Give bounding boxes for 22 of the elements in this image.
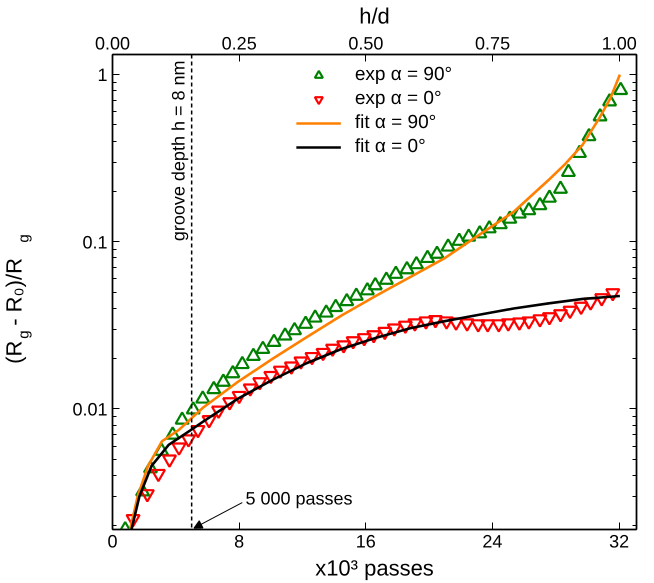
legend-label: exp α = 90° xyxy=(354,64,452,86)
x2-tick-label: 0.75 xyxy=(475,34,510,54)
x2-tick-label: 0.00 xyxy=(94,34,130,54)
y-tick-label: 0.1 xyxy=(82,232,108,252)
annotation: groove depth h = 8 nm xyxy=(168,60,189,242)
y-tick-label: 1 xyxy=(97,65,108,86)
x-tick-label: 24 xyxy=(482,532,502,552)
x-tick-label: 16 xyxy=(356,532,376,552)
y-axis-title: (Rg - R₀)/Rg xyxy=(2,234,33,364)
annotation: 5 000 passes xyxy=(245,488,353,509)
x-axis-title: x10³ passes xyxy=(315,556,434,580)
x-tick-label: 32 xyxy=(609,532,630,552)
legend-label: exp α = 0° xyxy=(354,88,442,110)
legend-label: fit α = 0° xyxy=(354,136,426,158)
x2-tick-label: 0.50 xyxy=(348,34,384,54)
x-tick-label: 0 xyxy=(107,532,118,552)
x2-tick-label: 0.25 xyxy=(222,34,257,54)
x2-axis-title: h/d xyxy=(359,4,390,28)
x2-tick-label: 1.00 xyxy=(602,34,637,54)
legend-label: fit α = 90° xyxy=(354,112,436,134)
x-tick-label: 8 xyxy=(234,532,244,552)
y-tick-label: 0.01 xyxy=(72,399,108,420)
